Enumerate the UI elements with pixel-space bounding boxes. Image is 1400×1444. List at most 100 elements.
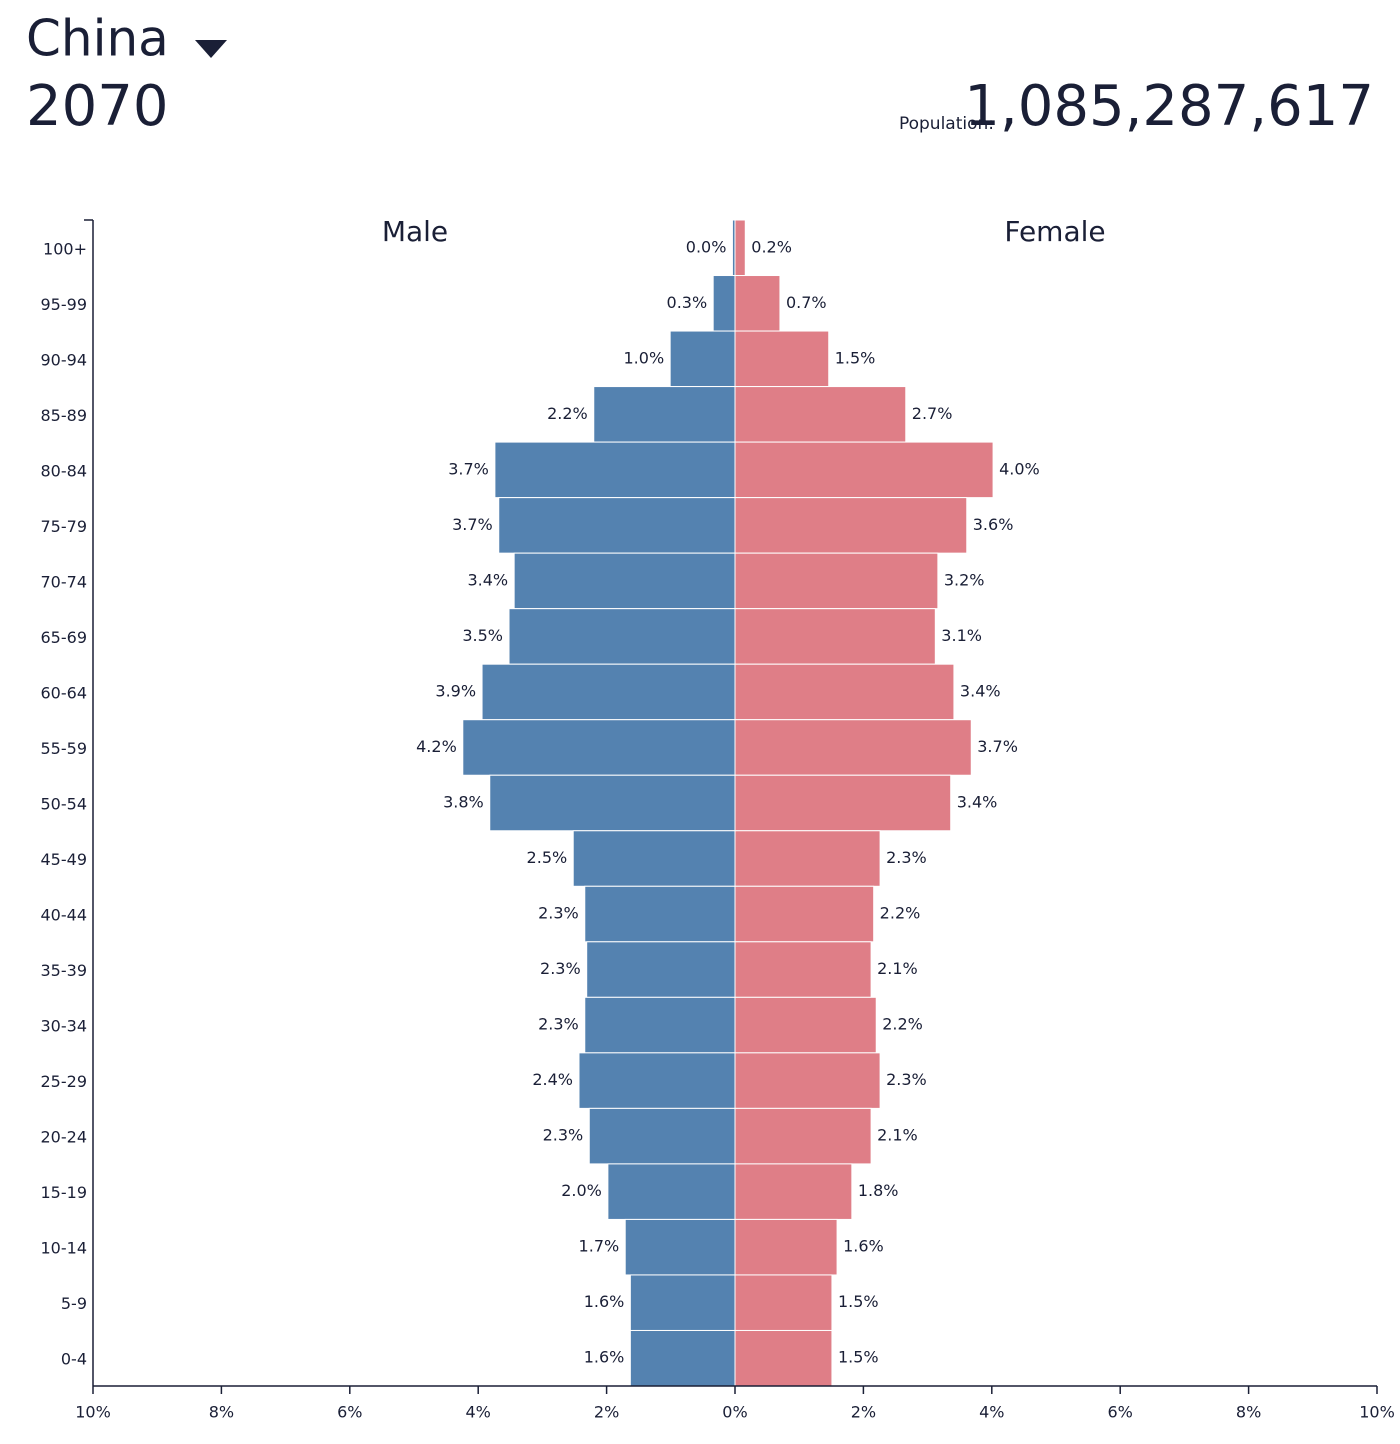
value-label: 2.2% (880, 904, 921, 923)
x-tick-label: 8% (209, 1403, 234, 1422)
value-label: 3.5% (462, 626, 503, 645)
value-label: 3.7% (977, 737, 1018, 756)
bar (734, 441, 994, 499)
y-tick-label: 85-89 (41, 406, 88, 425)
y-tick-label: 5-9 (61, 1294, 87, 1313)
value-label: 2.2% (547, 404, 588, 423)
bar (588, 1107, 736, 1165)
value-label: 4.2% (416, 737, 457, 756)
bar (481, 663, 736, 721)
bar (494, 441, 736, 499)
value-label: 2.5% (527, 848, 568, 867)
x-tick-label: 10% (75, 1403, 111, 1422)
bar (593, 386, 736, 443)
value-label: 1.8% (858, 1181, 899, 1200)
y-tick-label: 95-99 (41, 295, 88, 314)
bar (624, 1218, 736, 1276)
bar (734, 1052, 881, 1109)
bar (607, 1163, 736, 1220)
value-label: 1.5% (838, 1292, 879, 1311)
value-label: 3.6% (973, 515, 1014, 534)
bar (734, 774, 952, 832)
bar (489, 774, 736, 832)
bar (498, 497, 736, 554)
value-label: 2.3% (540, 959, 581, 978)
value-label: 2.3% (538, 1015, 579, 1034)
y-tick-label: 80-84 (41, 461, 88, 480)
value-label: 0.3% (667, 293, 708, 312)
y-tick-label: 25-29 (41, 1072, 88, 1091)
bar (734, 1274, 833, 1331)
bar (734, 497, 968, 554)
bar (734, 1163, 853, 1220)
value-label: 3.4% (960, 681, 1001, 700)
value-label: 2.2% (882, 1015, 923, 1034)
value-label: 1.0% (624, 348, 665, 367)
year: 2070 (26, 74, 169, 139)
bar (584, 885, 736, 943)
value-label: 3.4% (467, 570, 508, 589)
population-value: 1,085,287,617 (964, 74, 1374, 139)
value-label: 1.6% (843, 1237, 884, 1256)
y-tick-label: 10-14 (41, 1239, 88, 1258)
bar (734, 330, 830, 388)
value-label: 2.0% (561, 1181, 602, 1200)
value-label: 3.4% (957, 793, 998, 812)
value-label: 1.5% (838, 1348, 879, 1367)
value-label: 3.7% (448, 459, 489, 478)
bar (734, 552, 939, 610)
x-tick-label: 6% (1108, 1403, 1133, 1422)
value-label: 1.5% (835, 348, 876, 367)
y-tick-label: 0-4 (61, 1350, 87, 1369)
x-tick-label: 6% (337, 1403, 362, 1422)
x-tick-label: 4% (979, 1403, 1004, 1422)
value-label: 0.2% (751, 237, 792, 256)
value-label: 2.4% (532, 1070, 573, 1089)
value-label: 0.7% (786, 293, 827, 312)
bar (508, 608, 736, 665)
bar (734, 941, 872, 998)
bar (734, 996, 877, 1054)
bar (669, 330, 736, 388)
bar (734, 219, 746, 277)
value-label: 3.9% (435, 681, 476, 700)
value-label: 1.6% (584, 1292, 625, 1311)
value-label: 2.1% (877, 959, 918, 978)
side-label: Female (1004, 215, 1105, 248)
bar (572, 830, 736, 887)
y-tick-label: 35-39 (41, 961, 88, 980)
y-tick-label: 100+ (43, 239, 87, 258)
value-label: 1.6% (584, 1348, 625, 1367)
y-tick-label: 45-49 (41, 850, 88, 869)
x-tick-label: 0% (722, 1403, 747, 1422)
value-label: 0.0% (686, 237, 727, 256)
y-tick-label: 75-79 (41, 517, 88, 536)
y-tick-label: 15-19 (41, 1183, 88, 1202)
x-tick-label: 2% (851, 1403, 876, 1422)
bar (629, 1329, 736, 1387)
value-label: 2.3% (543, 1126, 584, 1145)
bar (734, 275, 781, 332)
y-tick-label: 40-44 (41, 906, 88, 925)
y-tick-label: 60-64 (41, 683, 88, 702)
country-title[interactable]: China (26, 10, 169, 68)
bar (734, 1107, 872, 1165)
y-tick-label: 65-69 (41, 628, 88, 647)
bar (578, 1052, 736, 1109)
value-label: 2.1% (877, 1126, 918, 1145)
bar (586, 941, 736, 998)
bar (513, 552, 736, 610)
bar (734, 1329, 833, 1387)
value-label: 2.3% (886, 1070, 927, 1089)
x-tick-label: 2% (594, 1403, 619, 1422)
bar (734, 830, 881, 887)
bar (734, 386, 907, 443)
value-label: 3.2% (944, 570, 985, 589)
value-label: 4.0% (999, 459, 1040, 478)
dropdown-arrow[interactable] (195, 40, 227, 58)
bar (734, 1218, 838, 1276)
y-tick-label: 55-59 (41, 739, 88, 758)
bar (584, 996, 736, 1054)
